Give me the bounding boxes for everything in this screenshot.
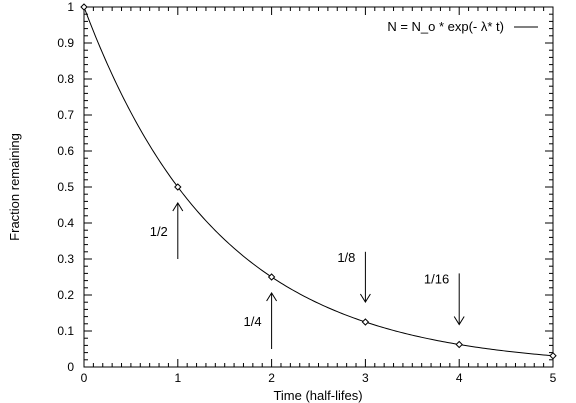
decay-curve — [83, 6, 554, 357]
x-tick-label: 1 — [174, 371, 181, 385]
x-tick-label: 4 — [456, 371, 463, 385]
y-tick-label: 0.3 — [57, 252, 74, 266]
data-markers — [80, 3, 557, 360]
y-tick-label: 0.7 — [57, 108, 74, 122]
annotation-label: 1/4 — [244, 314, 262, 329]
diamond-marker — [361, 318, 370, 326]
annotation-arrow-head — [172, 202, 184, 212]
plot-frame — [83, 6, 554, 368]
axis-ticks — [83, 6, 554, 368]
diamond-marker — [455, 340, 463, 349]
y-tick-label: 0.8 — [57, 72, 74, 86]
diamond-marker — [80, 3, 88, 11]
y-tick-label: 0.1 — [57, 324, 74, 338]
y-tick-label: 0 — [67, 360, 74, 374]
annotation-label: 1/16 — [424, 271, 449, 286]
x-tick-label: 2 — [268, 371, 275, 385]
y-tick-label: 0.2 — [57, 288, 74, 302]
annotation-arrow-head — [266, 292, 278, 302]
fraction-annotations: 1/2 1/4 1/8 1/16 — [150, 202, 465, 349]
x-tick-label: 5 — [550, 371, 557, 385]
y-axis-label: Fraction remaining — [7, 133, 22, 241]
annotation-arrow-head — [453, 316, 465, 326]
diamond-marker — [267, 273, 276, 281]
y-tick-label: 1 — [67, 0, 74, 14]
y-tick-label: 0.4 — [57, 216, 74, 230]
annotation-label: 1/8 — [337, 250, 355, 265]
legend: N = N_o * exp(- λ* t) — [387, 19, 538, 34]
legend-label: N = N_o * exp(- λ* t) — [387, 19, 504, 34]
y-tick-label: 0.6 — [57, 144, 74, 158]
x-tick-label: 3 — [362, 371, 369, 385]
diamond-marker — [174, 183, 182, 191]
annotation-label: 1/2 — [150, 224, 168, 239]
diamond-marker — [549, 352, 557, 360]
tick-labels: 0 1 2 3 4 5 0 0.1 0.2 0.3 0.4 0.5 0.6 0.7 0.8 0.9 1 — [57, 0, 556, 385]
x-tick-label: 0 — [81, 371, 88, 385]
annotation-arrow-head — [359, 293, 371, 303]
x-axis-label: Time (half-lifes) — [273, 388, 362, 403]
y-tick-label: 0.9 — [57, 36, 74, 50]
y-tick-label: 0.5 — [57, 180, 74, 194]
